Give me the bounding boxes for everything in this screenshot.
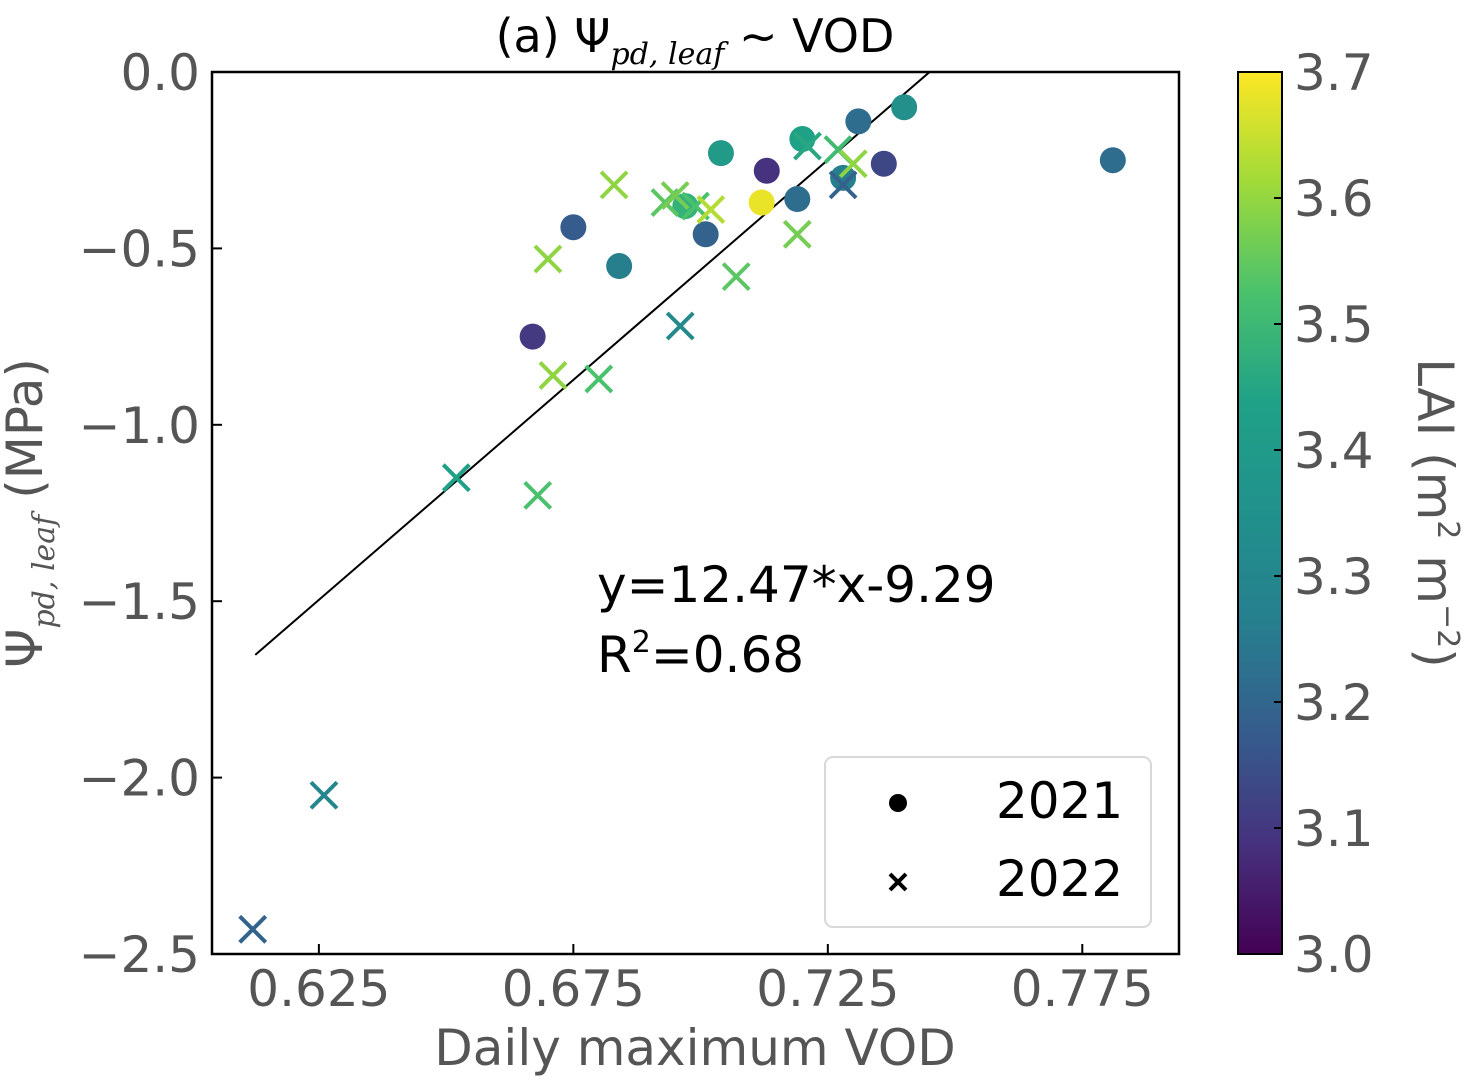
y-tick-label: −2.0 — [79, 750, 200, 808]
point-2022 — [660, 181, 690, 210]
point-2021 — [692, 221, 719, 248]
point-2022 — [309, 780, 339, 810]
x-tick-label: 0.675 — [502, 960, 645, 1018]
legend-label-2022: 2022 — [996, 850, 1123, 908]
point-2021 — [748, 189, 775, 216]
point-2022 — [665, 311, 695, 341]
y-tick-label: −0.5 — [79, 220, 200, 278]
legend: 2021 2022 — [824, 756, 1152, 928]
point-2022 — [828, 170, 858, 200]
x-tick-label: 0.775 — [1011, 960, 1154, 1018]
point-2022 — [238, 914, 268, 944]
legend-box — [824, 756, 1152, 928]
point-2022 — [696, 195, 726, 225]
colorbar-tick-label: 3.4 — [1294, 422, 1374, 480]
colorbar-label: LAI (m2 m−2) — [1406, 358, 1465, 668]
point-2022 — [441, 463, 471, 493]
y-axis-title: Ψpd, leaf (MPa) — [0, 358, 62, 668]
plot-area — [210, 70, 1181, 956]
colorbar-tick-label: 3.1 — [1294, 800, 1374, 858]
point-2022 — [599, 170, 629, 200]
legend-marker-circle — [889, 794, 907, 812]
colorbar-tick-label: 3.6 — [1294, 170, 1374, 228]
legend-label-2021: 2021 — [996, 772, 1123, 830]
point-2021 — [753, 157, 780, 184]
fit-equation: y=12.47*x-9.29 — [597, 556, 996, 614]
point-2022 — [793, 131, 822, 161]
x-tick-label: 0.625 — [247, 960, 390, 1018]
y-tick-label: 0.0 — [120, 44, 200, 102]
y-tick-label: −1.5 — [79, 573, 200, 631]
legend-marker-x — [888, 872, 908, 892]
colorbar-tick-label: 3.2 — [1294, 674, 1374, 732]
point-2022 — [721, 262, 751, 292]
point-2021 — [1099, 147, 1126, 174]
colorbar-tick-label: 3.0 — [1294, 926, 1374, 984]
y-axis: 0.0 −0.5 −1.0 −1.5 −2.0 −2.5 — [79, 44, 222, 984]
point-2022 — [538, 360, 568, 390]
point-2022 — [838, 149, 868, 179]
point-2022 — [533, 244, 563, 274]
scatter-points — [238, 94, 1126, 944]
y-tick-label: −2.5 — [79, 926, 200, 984]
x-tick-label: 0.725 — [756, 960, 899, 1018]
point-2021 — [830, 164, 857, 191]
x-axis-title: Daily maximum VOD — [434, 1019, 955, 1077]
colorbar-tick-label: 3.3 — [1294, 548, 1374, 606]
point-2021 — [707, 140, 734, 167]
colorbar-tick-label: 3.5 — [1294, 296, 1374, 354]
point-2022 — [584, 364, 614, 394]
y-tick-label: −1.0 — [79, 397, 200, 455]
point-2021 — [845, 108, 872, 135]
point-2022 — [782, 219, 812, 249]
point-2021 — [519, 323, 546, 350]
point-2021 — [784, 186, 811, 213]
point-2021 — [560, 214, 587, 241]
point-2022 — [523, 480, 553, 510]
point-2021 — [891, 94, 918, 121]
chart-title: (a) Ψpd, leaf ~ VOD — [496, 9, 895, 72]
fit-line — [254, 72, 931, 656]
colorbar-ticks: 3.0 3.1 3.2 3.3 3.4 3.5 3.6 3.7 — [1274, 44, 1374, 984]
fit-r2: R2=0.68 — [597, 625, 804, 684]
point-2021 — [870, 150, 897, 177]
point-2021 — [606, 253, 633, 280]
colorbar-tick-label: 3.7 — [1294, 44, 1374, 102]
x-axis: 0.625 0.675 0.725 0.775 — [247, 944, 1154, 1018]
colorbar — [1237, 71, 1283, 955]
